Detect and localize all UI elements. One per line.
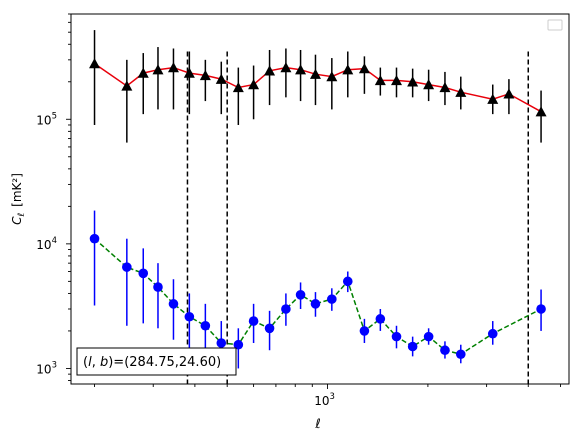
data-point-triangle bbox=[264, 65, 276, 76]
data-point-circle bbox=[487, 328, 498, 339]
axis-ticks: 103 103 104 105 bbox=[36, 13, 562, 408]
data-point-triangle bbox=[121, 80, 133, 91]
data-point-triangle bbox=[439, 81, 451, 93]
data-point-triangle bbox=[215, 73, 227, 84]
x-axis-label: ℓ bbox=[314, 417, 320, 432]
legend-box bbox=[547, 19, 563, 31]
data-point-circle bbox=[342, 276, 353, 287]
data-point-triangle bbox=[167, 62, 179, 73]
axes-frame bbox=[70, 13, 570, 385]
data-point-triangle bbox=[358, 63, 370, 74]
data-point-triangle bbox=[89, 58, 101, 69]
y-tick-label: 104 bbox=[36, 236, 57, 252]
plot-area bbox=[89, 30, 547, 384]
data-point-triangle bbox=[326, 71, 338, 82]
data-point-circle bbox=[122, 262, 132, 272]
data-point-triangle bbox=[487, 93, 499, 104]
annotation-box: (l, b)=(284.75,24.60) bbox=[76, 347, 237, 376]
data-point-circle bbox=[233, 339, 244, 350]
data-point-circle bbox=[89, 233, 100, 244]
data-point-circle bbox=[455, 349, 466, 360]
data-point-triangle bbox=[423, 79, 435, 90]
data-point-triangle bbox=[535, 106, 547, 117]
data-point-circle bbox=[216, 338, 227, 348]
data-point-circle bbox=[248, 316, 259, 326]
data-point-circle bbox=[138, 268, 149, 279]
data-point-circle bbox=[536, 304, 546, 314]
data-point-circle bbox=[310, 299, 321, 309]
data-point-circle bbox=[391, 331, 402, 342]
data-point-circle bbox=[359, 326, 370, 336]
data-point-triangle bbox=[295, 64, 307, 75]
data-point-circle bbox=[184, 311, 195, 322]
data-point-triangle bbox=[137, 67, 149, 78]
data-point-triangle bbox=[374, 74, 386, 86]
data-point-triangle bbox=[407, 76, 419, 87]
data-point-circle bbox=[423, 331, 434, 342]
data-point-circle bbox=[264, 323, 275, 334]
data-point-triangle bbox=[248, 79, 260, 90]
x-tick-label: 103 bbox=[314, 392, 335, 408]
y-tick-label: 103 bbox=[36, 360, 57, 376]
data-point-triangle bbox=[232, 81, 244, 93]
data-point-circle bbox=[327, 294, 337, 304]
data-point-triangle bbox=[183, 67, 195, 78]
annotation-text: (l, b)=(284.75,24.60) bbox=[83, 355, 221, 370]
data-point-circle bbox=[375, 314, 386, 324]
data-point-triangle bbox=[455, 86, 467, 97]
data-point-triangle bbox=[342, 64, 354, 75]
data-point-triangle bbox=[309, 68, 321, 79]
data-point-circle bbox=[200, 320, 211, 331]
data-point-circle bbox=[153, 282, 163, 292]
data-point-circle bbox=[407, 341, 418, 352]
data-point-circle bbox=[281, 304, 291, 314]
data-point-triangle bbox=[390, 74, 402, 86]
y-tick-label: 105 bbox=[36, 111, 57, 127]
data-point-triangle bbox=[280, 62, 292, 73]
data-point-circle bbox=[440, 345, 450, 356]
data-point-triangle bbox=[152, 64, 164, 75]
data-point-circle bbox=[295, 290, 306, 300]
data-point-triangle bbox=[503, 88, 515, 99]
data-point-circle bbox=[168, 299, 179, 309]
y-axis-label: Cℓ [mK²] bbox=[10, 173, 27, 225]
data-point-triangle bbox=[199, 69, 211, 81]
